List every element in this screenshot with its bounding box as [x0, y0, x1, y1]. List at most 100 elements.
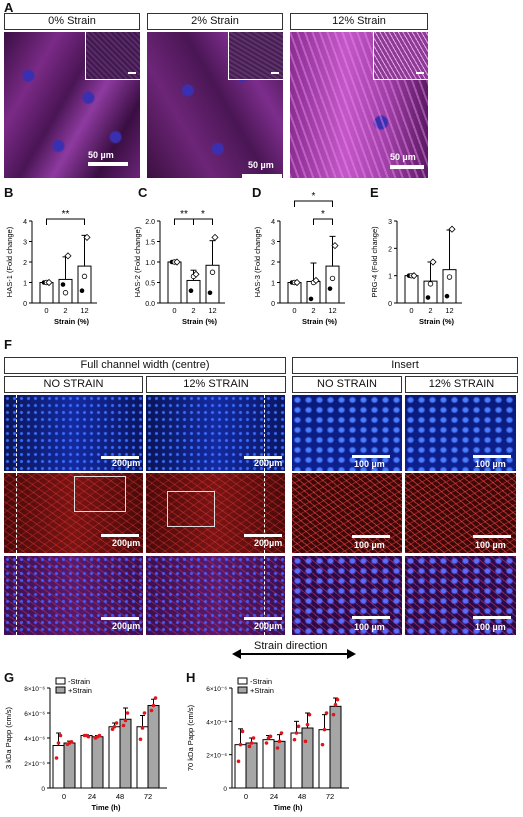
significance-bracket: [294, 200, 333, 207]
bar: [404, 275, 419, 304]
data-point: [60, 282, 66, 287]
y-tick-label: 0: [23, 301, 27, 308]
significance-bracket: [313, 218, 333, 225]
bar: [234, 744, 247, 789]
data-point: [238, 742, 243, 747]
insert-box: [167, 491, 215, 527]
data-point: [268, 734, 273, 739]
scale-label: 200µm: [254, 458, 283, 468]
panelF-img-r1c3: 100 µm: [405, 395, 516, 471]
y-tick-label: 0.0: [145, 301, 155, 308]
x-tick-label: 48: [298, 792, 306, 801]
x-tick-label: 24: [88, 792, 96, 801]
panelF-img-r1c1: 200µm: [146, 395, 285, 471]
y-tick-label: 4×10⁻⁶: [206, 719, 227, 726]
data-point: [81, 273, 88, 280]
data-point: [114, 721, 119, 725]
scale-label: 100 µm: [354, 459, 385, 469]
bar: [39, 282, 54, 304]
data-point: [69, 739, 74, 744]
y-tick-label: 3: [388, 219, 392, 226]
y-tick-label: 4: [23, 219, 27, 226]
panelF-img-r2c1: 200µm: [146, 473, 285, 553]
x-tick-label: 0: [292, 306, 296, 315]
insert-box: [74, 476, 126, 512]
x-tick-label: 0: [172, 306, 176, 315]
data-point: [275, 746, 280, 750]
data-point: [429, 258, 437, 266]
chart-3kda: 0 2×10⁻⁶ 4×10⁻⁶ 6×10⁻⁶ 8×10⁻⁶ 3 kDa Papp (cm/…: [4, 677, 167, 812]
data-point: [249, 741, 254, 745]
data-point: [320, 742, 325, 747]
data-point: [331, 242, 339, 250]
data-point: [149, 708, 154, 713]
x-tick-label: 12: [328, 306, 336, 315]
x-tick-label: 2: [311, 306, 315, 315]
x-tick-label: 0: [409, 306, 413, 315]
bar: [329, 705, 342, 789]
panelA-inset-1: [228, 32, 283, 80]
panelF-col-2: NO STRAIN: [292, 376, 402, 393]
panelF-img-r3c1: 200µm: [146, 556, 285, 635]
x-tick-label: 24: [270, 792, 278, 801]
panel-label-f: F: [4, 337, 12, 352]
bar: [119, 718, 132, 789]
data-point: [83, 233, 91, 241]
y-tick-label: 3: [271, 240, 275, 247]
significance-label: **: [180, 209, 188, 220]
data-point: [125, 711, 130, 715]
data-point: [153, 696, 158, 700]
panelF-img-r2c0: 200µm: [4, 473, 143, 553]
bar: [167, 261, 182, 304]
data-point: [207, 290, 213, 296]
y-tick-label: 0.5: [145, 281, 155, 288]
data-point: [279, 731, 284, 735]
data-point: [188, 288, 194, 293]
strain-direction-arrow-icon: [232, 649, 356, 659]
legend-label: -Strain: [250, 677, 272, 686]
panel-label-d: D: [252, 185, 262, 200]
scale-label: 100 µm: [475, 622, 506, 632]
data-point: [121, 723, 126, 728]
data-point: [333, 702, 338, 707]
data-point: [312, 276, 320, 285]
data-point: [192, 270, 200, 278]
bar: [318, 729, 331, 789]
x-axis-label: Time (h): [91, 803, 121, 812]
data-point: [110, 727, 115, 732]
data-point: [327, 286, 333, 291]
panel-label-c: C: [138, 185, 148, 200]
x-tick-label: 12: [445, 306, 453, 315]
bar: [273, 740, 286, 789]
y-tick-label: 0: [388, 301, 392, 308]
x-tick-label: 48: [116, 792, 124, 801]
data-point: [303, 739, 308, 744]
data-point: [425, 295, 431, 300]
scale-label: 200µm: [112, 458, 141, 468]
data-point: [294, 731, 299, 735]
y-tick-label: 0: [271, 301, 275, 308]
data-point: [209, 269, 216, 275]
y-tick-label: 2×10⁻⁶: [24, 761, 45, 768]
y-axis-label: 70 kDa Papp (cm/s): [186, 704, 195, 771]
x-tick-label: 2: [191, 306, 195, 315]
y-tick-label: 1: [23, 281, 27, 288]
y-tick-label: 0: [41, 786, 45, 793]
panel-label-e: E: [370, 185, 379, 200]
data-point: [448, 225, 456, 233]
data-point: [305, 722, 310, 727]
data-point: [322, 727, 327, 732]
data-point: [58, 733, 63, 738]
significance-bracket: [193, 218, 213, 225]
scale-label: 200µm: [112, 621, 141, 631]
panelF-col-1: 12% STRAIN: [146, 376, 286, 393]
bar: [80, 735, 93, 789]
data-point: [62, 290, 69, 296]
significance-bracket: [46, 218, 85, 225]
data-point: [79, 288, 85, 293]
y-tick-label: 6×10⁻⁶: [206, 686, 227, 693]
significance-label: *: [312, 191, 316, 202]
data-point: [140, 726, 145, 730]
data-point: [307, 712, 312, 717]
